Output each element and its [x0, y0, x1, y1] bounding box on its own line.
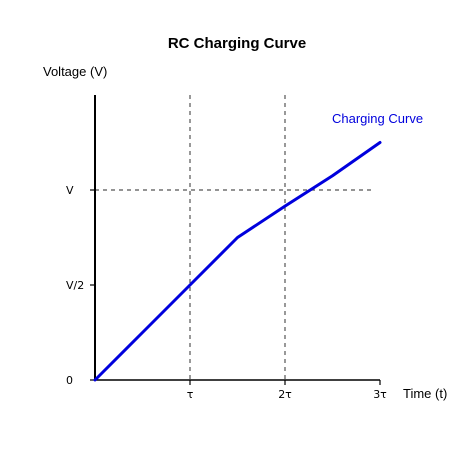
grid-lines — [95, 95, 375, 380]
x-tick-label-1: 2τ — [278, 388, 292, 401]
series-line-0 — [93, 141, 382, 382]
chart-title: RC Charging Curve — [168, 35, 306, 52]
x-axis-title: Time (t) — [403, 386, 447, 401]
series-label-0: Charging Curve — [332, 111, 423, 126]
y-axis-title: Voltage (V) — [43, 64, 107, 79]
ticks: τ 2τ 3τ 0 V/2 V — [66, 184, 387, 401]
x-tick-label-2: 3τ — [373, 388, 387, 401]
y-tick-label-0: 0 — [66, 374, 73, 387]
axes — [94, 95, 380, 381]
y-tick-label-1: V/2 — [66, 279, 84, 292]
series: Charging Curve — [93, 111, 423, 382]
y-tick-label-2: V — [66, 184, 74, 197]
x-tick-label-0: τ — [187, 388, 194, 401]
